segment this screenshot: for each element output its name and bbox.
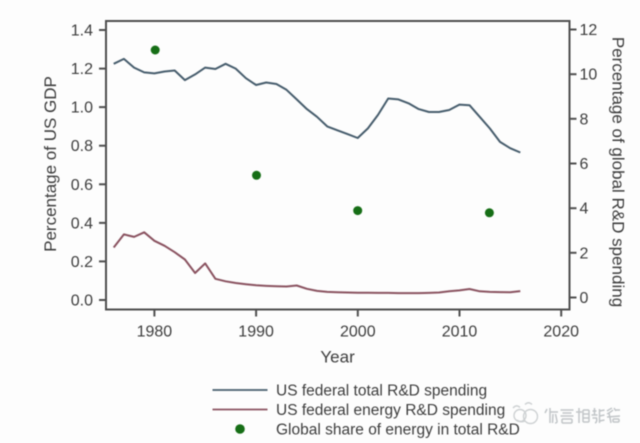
svg-text:2020: 2020 — [543, 324, 579, 341]
svg-text:US federal total R&D spending: US federal total R&D spending — [276, 383, 487, 400]
svg-text:4: 4 — [580, 201, 589, 218]
svg-text:Percentage of US GDP: Percentage of US GDP — [41, 76, 60, 252]
svg-text:0: 0 — [580, 290, 589, 307]
svg-text:12: 12 — [580, 22, 598, 39]
svg-text:1990: 1990 — [238, 324, 274, 341]
svg-text:0.6: 0.6 — [71, 177, 93, 194]
svg-text:0.2: 0.2 — [71, 254, 93, 271]
svg-text:6: 6 — [580, 156, 589, 173]
svg-text:0.8: 0.8 — [71, 138, 93, 155]
svg-text:0.4: 0.4 — [71, 215, 93, 232]
svg-text:10: 10 — [580, 67, 598, 84]
svg-text:8: 8 — [580, 111, 589, 128]
svg-text:1.0: 1.0 — [71, 100, 93, 117]
svg-text:US federal energy R&D spending: US federal energy R&D spending — [276, 402, 505, 419]
svg-text:Percentage of global R&D spend: Percentage of global R&D spending — [609, 37, 628, 307]
svg-text:2010: 2010 — [442, 324, 478, 341]
svg-text:1.4: 1.4 — [71, 23, 93, 40]
svg-text:1.2: 1.2 — [71, 61, 93, 78]
svg-text:Global share of energy in tota: Global share of energy in total R&D — [276, 422, 520, 439]
svg-text:Year: Year — [320, 348, 355, 367]
svg-text:2: 2 — [580, 245, 589, 262]
svg-text:2000: 2000 — [340, 324, 376, 341]
svg-text:1980: 1980 — [137, 324, 173, 341]
svg-text:0.0: 0.0 — [71, 293, 93, 310]
